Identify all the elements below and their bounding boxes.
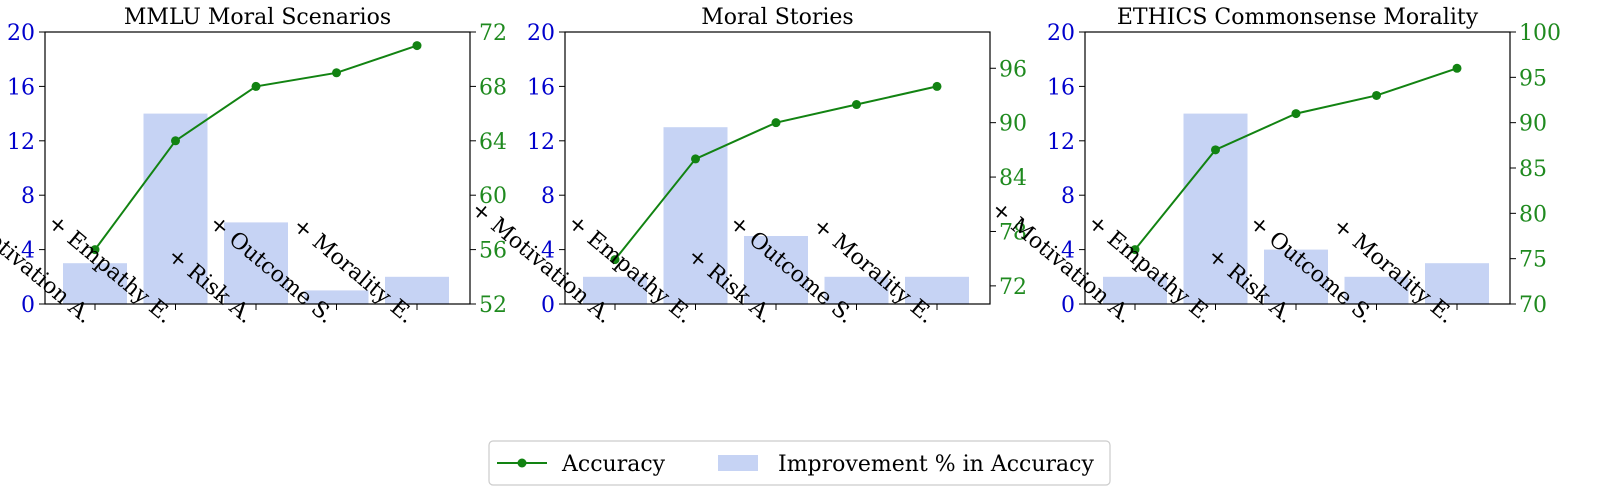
right-axis-tick-label: 68: [479, 75, 507, 100]
bar: [824, 276, 889, 304]
right-axis-tick-label: 78: [999, 220, 1027, 245]
right-axis-tick-label: 96: [999, 57, 1027, 82]
chart-title: ETHICS Commonsense Morality: [1117, 5, 1479, 30]
accuracy-point: [1291, 109, 1301, 119]
right-axis-tick-label: 90: [999, 112, 1027, 137]
accuracy-point: [691, 154, 700, 164]
accuracy-point: [932, 81, 942, 91]
left-axis-tick-label: 20: [1047, 21, 1075, 46]
accuracy-point: [251, 81, 261, 91]
right-axis-tick-label: 84: [999, 166, 1027, 191]
right-axis-tick-label: 72: [999, 275, 1027, 300]
legend-label-accuracy: Accuracy: [561, 452, 666, 477]
right-axis-tick-label: 85: [1519, 157, 1547, 182]
accuracy-point: [1130, 245, 1140, 255]
accuracy-line: [1134, 67, 1458, 251]
bar: [1183, 113, 1248, 304]
left-axis-tick-label: 12: [1047, 130, 1075, 155]
plot-frame: [564, 31, 991, 305]
x-axis-tick-label: + Motivation A.: [0, 197, 97, 329]
bar: [385, 276, 449, 304]
chart-panel-3: ETHICS Commonsense Morality 0 4 8 12 16 20 70 75…: [986, 5, 1561, 329]
legend-line-marker: [517, 458, 527, 468]
accuracy-line: [614, 85, 938, 261]
bar: [143, 113, 208, 304]
right-axis-tick-label: 80: [1519, 202, 1547, 227]
accuracy-point: [1372, 90, 1381, 100]
legend: Accuracy Improvement % in Accuracy: [488, 440, 1111, 486]
right-axis-tick-label: 95: [1519, 66, 1547, 91]
accuracy-point: [1211, 145, 1220, 155]
bar: [1103, 276, 1167, 304]
left-axis-tick-label: 16: [1047, 75, 1075, 100]
right-axis-tick-label: 64: [479, 130, 507, 155]
left-axis-tick-label: 0: [541, 293, 555, 318]
bar: [1264, 249, 1328, 304]
bar: [1344, 276, 1409, 304]
bar: [744, 236, 808, 304]
accuracy-line: [94, 44, 418, 251]
chart-title: MMLU Moral Scenarios: [124, 5, 391, 30]
left-axis-tick-label: 8: [541, 184, 555, 209]
accuracy-point: [90, 245, 100, 255]
plot-frame: [44, 31, 471, 305]
legend-bar-swatch: [718, 455, 758, 471]
accuracy-point: [332, 68, 341, 78]
right-axis-tick-label: 72: [479, 21, 507, 46]
right-axis-tick-label: 90: [1519, 112, 1547, 137]
left-axis-tick-label: 0: [21, 293, 35, 318]
bar: [905, 276, 969, 304]
accuracy-point: [852, 100, 861, 110]
left-axis-tick-label: 16: [527, 75, 555, 100]
left-axis-tick-label: 8: [1061, 184, 1075, 209]
left-axis-tick-label: 4: [541, 239, 555, 264]
chart-panel-1: MMLU Moral Scenarios 0 4 8 12 16 20 52 56 60 64 68 7…: [0, 5, 507, 329]
legend-label-improvement: Improvement % in Accuracy: [778, 452, 1094, 477]
legend-frame: [488, 440, 1111, 486]
left-axis-tick-label: 4: [21, 239, 35, 264]
bar: [63, 263, 127, 304]
left-axis-tick-label: 12: [7, 130, 35, 155]
accuracy-point: [412, 41, 422, 51]
accuracy-point: [171, 136, 180, 146]
left-axis-tick-label: 8: [21, 184, 35, 209]
bar: [583, 276, 647, 304]
left-axis-tick-label: 20: [7, 21, 35, 46]
accuracy-point: [1452, 63, 1462, 73]
right-axis-tick-label: 75: [1519, 248, 1547, 273]
left-axis-tick-label: 20: [527, 21, 555, 46]
right-axis-tick-label: 52: [479, 293, 507, 318]
right-axis-tick-label: 70: [1519, 293, 1547, 318]
right-axis-tick-label: 56: [479, 239, 507, 264]
accuracy-point: [771, 118, 781, 128]
left-axis-tick-label: 0: [1061, 293, 1075, 318]
left-axis-tick-label: 4: [1061, 239, 1075, 264]
right-axis-tick-label: 60: [479, 184, 507, 209]
right-axis-tick-label: 100: [1519, 21, 1561, 46]
chart-title: Moral Stories: [701, 5, 853, 30]
bar: [224, 222, 288, 304]
bar: [1425, 263, 1489, 304]
bar: [304, 290, 369, 304]
left-axis-tick-label: 12: [527, 130, 555, 155]
accuracy-point: [610, 255, 620, 265]
left-axis-tick-label: 16: [7, 75, 35, 100]
